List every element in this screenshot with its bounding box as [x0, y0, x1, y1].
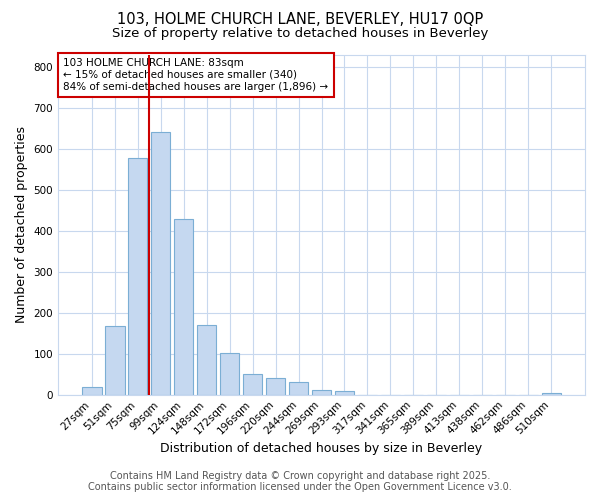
Text: 103, HOLME CHURCH LANE, BEVERLEY, HU17 0QP: 103, HOLME CHURCH LANE, BEVERLEY, HU17 0… — [117, 12, 483, 28]
Bar — [151, 132, 170, 394]
Bar — [335, 390, 354, 394]
Bar — [82, 386, 101, 394]
Bar — [289, 382, 308, 394]
Bar — [266, 378, 286, 394]
Text: 103 HOLME CHURCH LANE: 83sqm
← 15% of detached houses are smaller (340)
84% of s: 103 HOLME CHURCH LANE: 83sqm ← 15% of de… — [64, 58, 328, 92]
Bar — [220, 354, 239, 395]
Bar — [105, 326, 125, 394]
Bar — [174, 218, 193, 394]
Bar — [312, 390, 331, 394]
Text: Size of property relative to detached houses in Beverley: Size of property relative to detached ho… — [112, 28, 488, 40]
Text: Contains HM Land Registry data © Crown copyright and database right 2025.
Contai: Contains HM Land Registry data © Crown c… — [88, 471, 512, 492]
X-axis label: Distribution of detached houses by size in Beverley: Distribution of detached houses by size … — [160, 442, 482, 455]
Y-axis label: Number of detached properties: Number of detached properties — [15, 126, 28, 324]
Bar — [243, 374, 262, 394]
Bar — [197, 325, 217, 394]
Bar — [542, 392, 561, 394]
Bar — [128, 158, 148, 394]
